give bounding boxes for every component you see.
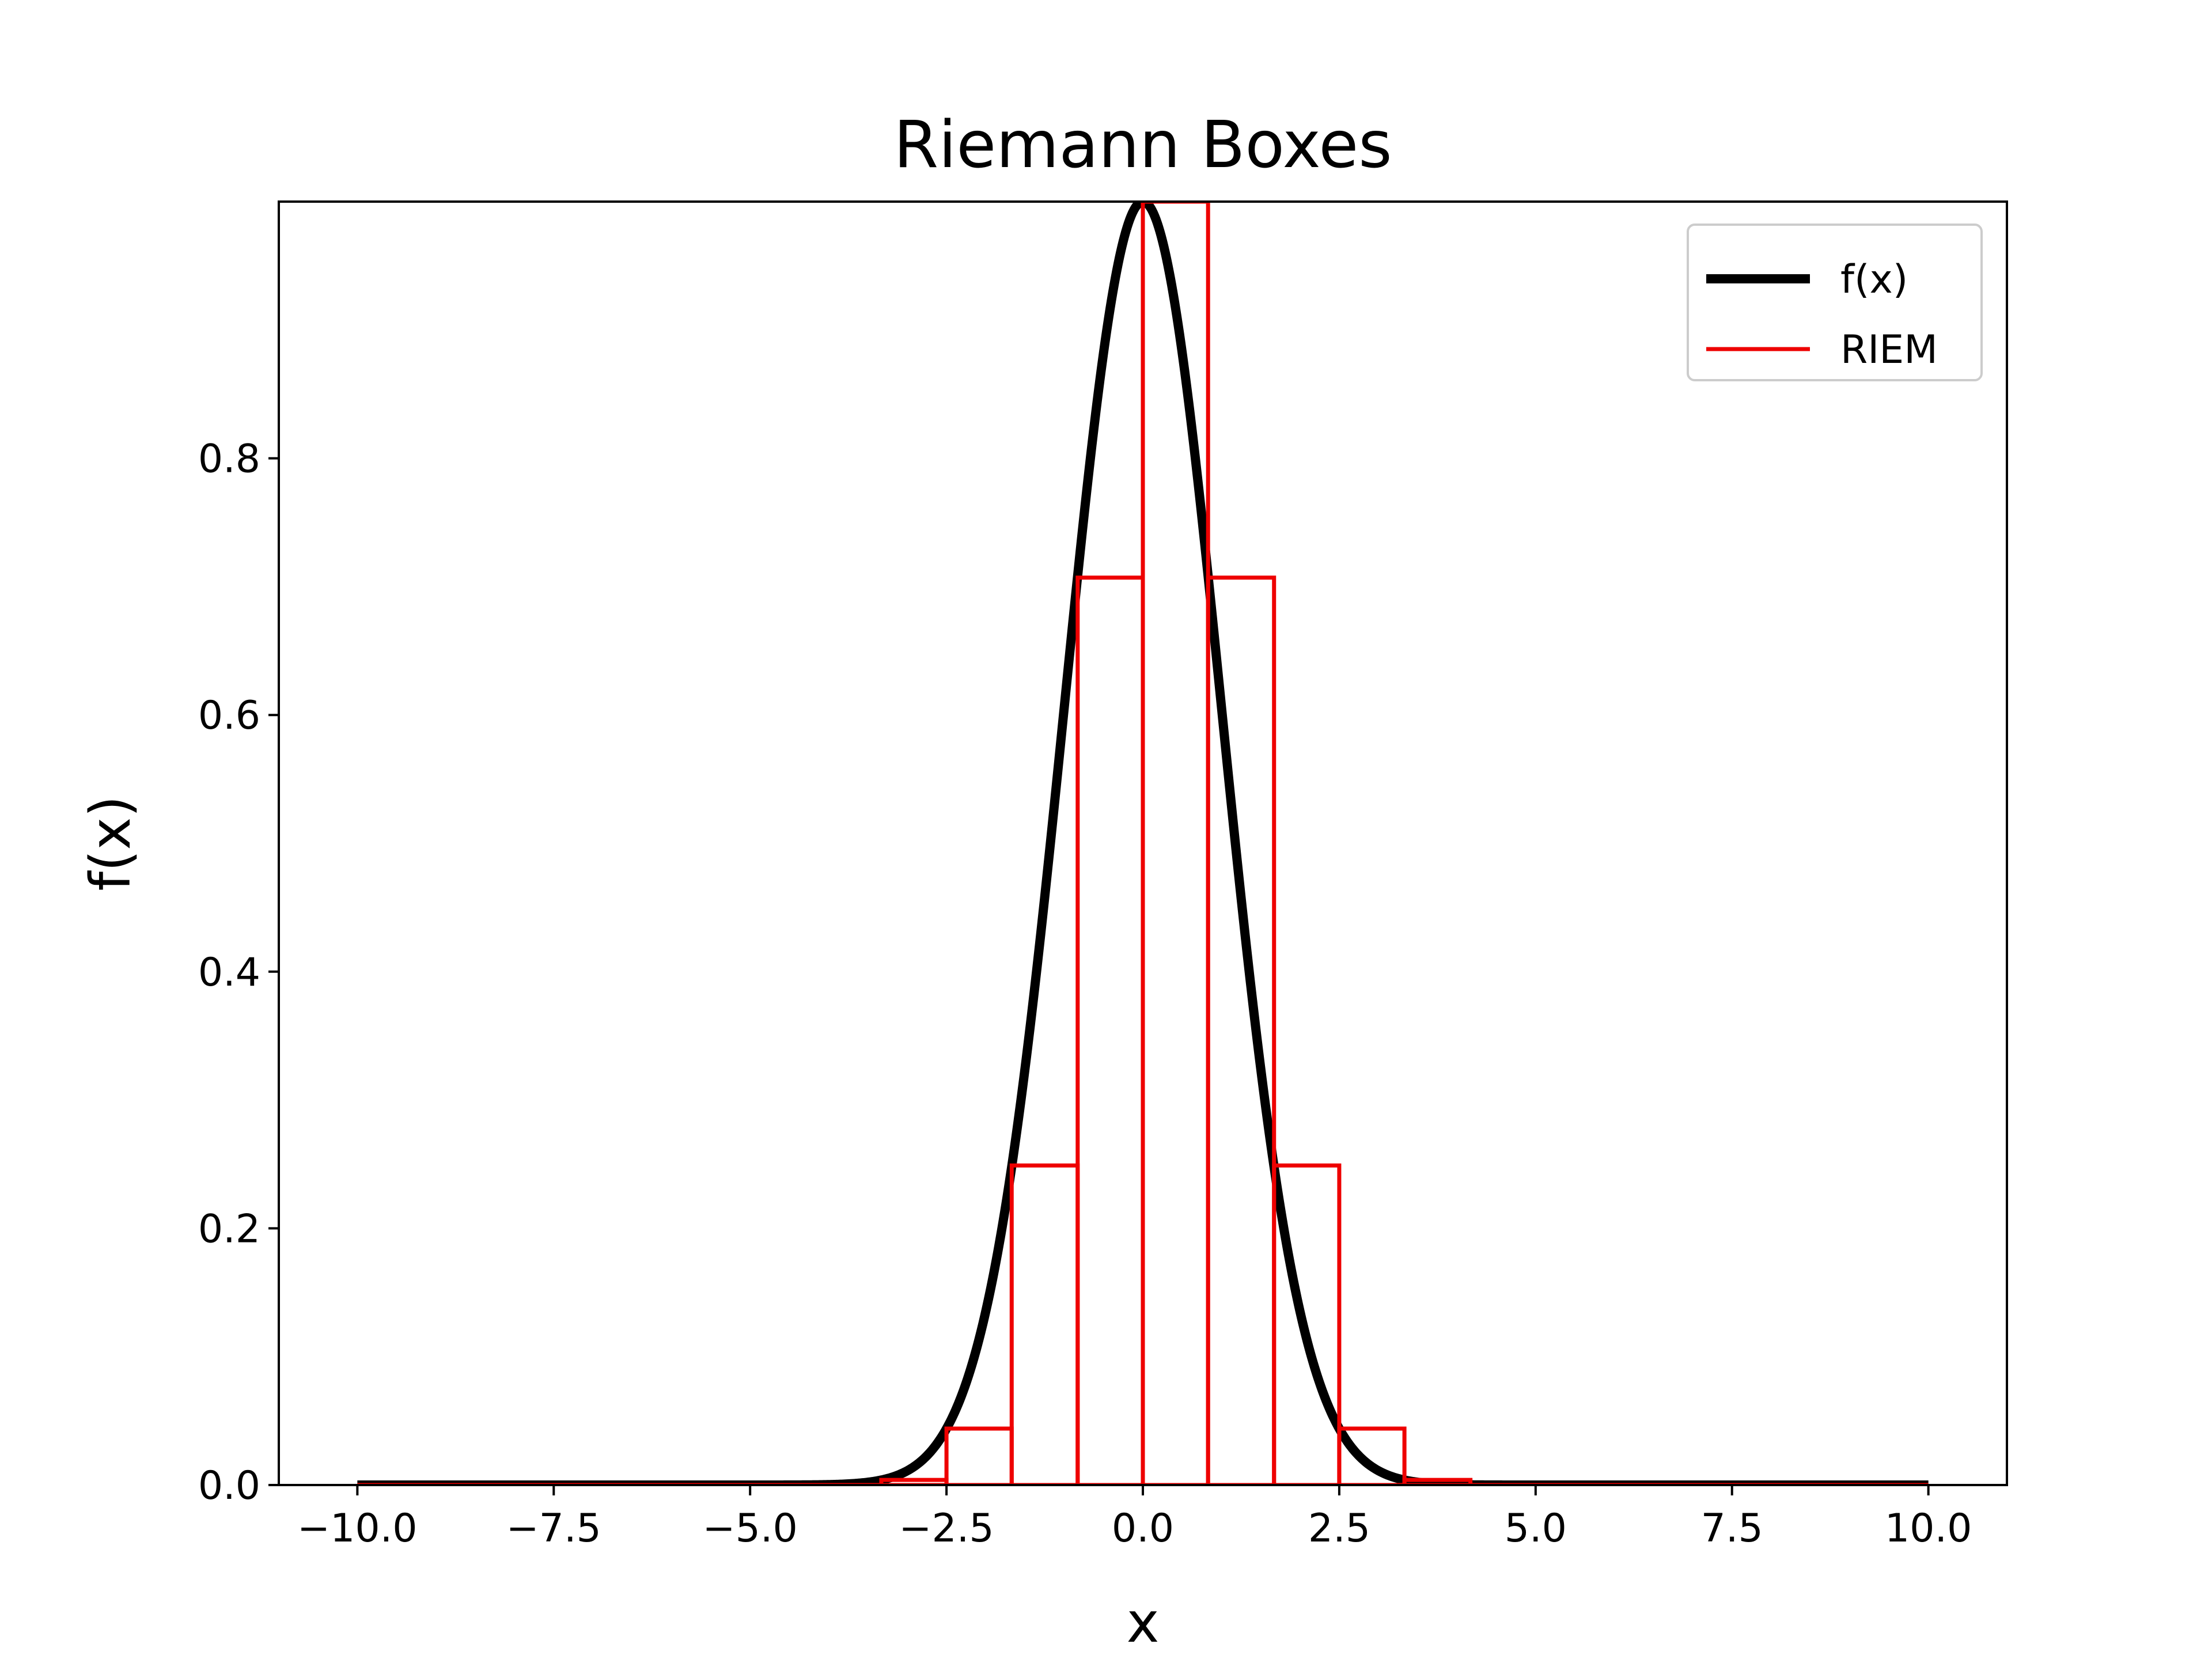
legend: f(x) RIEM	[1687, 224, 1983, 381]
x-tick-label: 10.0	[1885, 1506, 1972, 1551]
x-tick-label: −10.0	[297, 1506, 417, 1551]
riemann-box	[1337, 1426, 1407, 1485]
riemann-box	[1272, 1163, 1342, 1485]
y-tick-label: 0.4	[198, 950, 260, 995]
riemann-box	[1402, 1478, 1473, 1485]
series-group	[354, 202, 1932, 1485]
legend-box	[1687, 224, 1983, 381]
x-tick-label: 7.5	[1701, 1506, 1763, 1551]
legend-label-fx: f(x)	[1840, 257, 1908, 302]
x-tick-label: 2.5	[1308, 1506, 1370, 1551]
legend-label-riem: RIEM	[1840, 327, 1938, 373]
y-tick-label: 0.2	[198, 1206, 260, 1252]
x-axis-label: x	[1127, 1590, 1160, 1655]
y-axis-label: f(x)	[78, 796, 143, 891]
x-axis: −10.0 −7.5 −5.0 −2.5 0.0 2.5 5.0 7.5 10.0	[297, 1485, 1972, 1551]
x-tick-label: −7.5	[506, 1506, 601, 1551]
x-tick-label: −5.0	[703, 1506, 798, 1551]
y-tick-label: 0.0	[198, 1463, 260, 1509]
y-tick-label: 0.8	[198, 437, 260, 482]
y-tick-label: 0.6	[198, 693, 260, 738]
chart-title: Riemann Boxes	[893, 108, 1392, 183]
x-tick-label: 0.0	[1112, 1506, 1174, 1551]
y-axis: 0.0 0.2 0.4 0.6 0.8	[198, 437, 279, 1509]
x-tick-label: −2.5	[899, 1506, 994, 1551]
riemann-box	[1206, 575, 1277, 1485]
x-tick-label: 5.0	[1505, 1506, 1567, 1551]
riemann-box	[1141, 202, 1210, 1485]
